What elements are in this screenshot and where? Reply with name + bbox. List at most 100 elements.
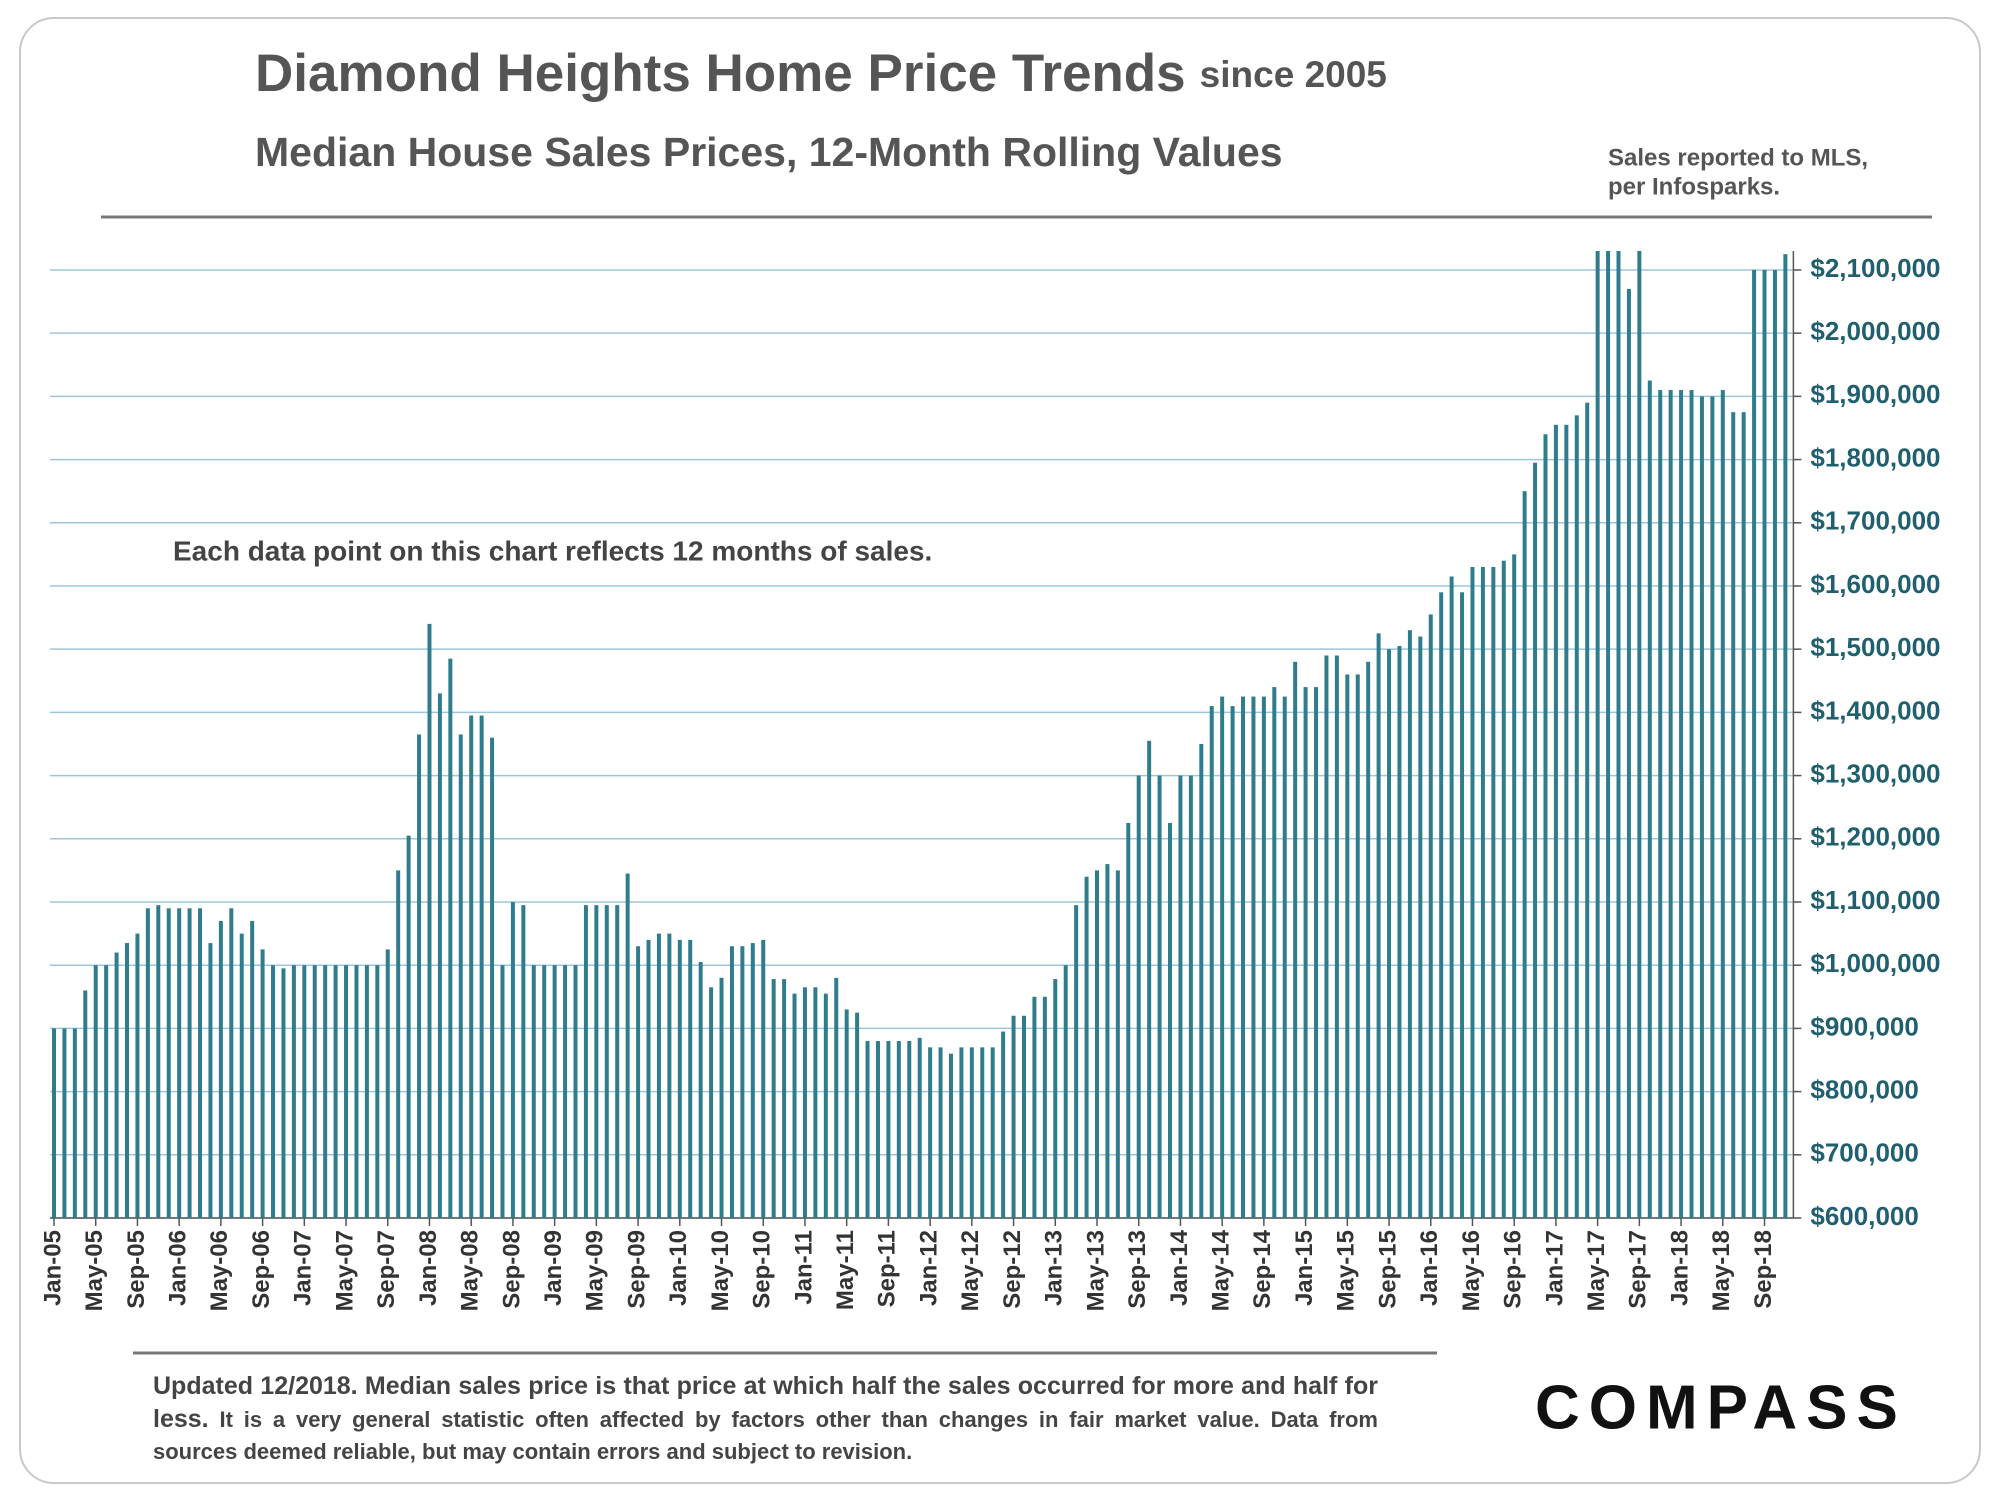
bar (1501, 560, 1506, 1218)
x-tick-label: May-18 (1708, 1230, 1735, 1311)
bar (344, 965, 349, 1218)
bar (782, 979, 787, 1218)
x-tick-label: Sep-10 (749, 1230, 776, 1309)
bar (364, 965, 369, 1218)
bar (1626, 288, 1631, 1218)
bar (938, 1047, 943, 1218)
bar (740, 946, 745, 1218)
bar (990, 1047, 995, 1218)
x-tick-label: Jan-14 (1166, 1229, 1193, 1306)
bar (917, 1037, 922, 1218)
bar (844, 1009, 849, 1218)
bar (771, 979, 776, 1218)
bar (448, 658, 453, 1218)
annotation: Each data point on this chart reflects 1… (173, 535, 932, 566)
x-tick-label: May-17 (1583, 1230, 1610, 1311)
bar (1282, 696, 1287, 1218)
bar (928, 1047, 933, 1218)
bar (354, 965, 359, 1218)
source: per Infosparks. (1608, 173, 1780, 200)
x-tick-label: Sep-06 (248, 1230, 275, 1309)
bar (667, 933, 672, 1218)
y-tick-label: $1,000,000 (1810, 948, 1940, 978)
bar (1731, 412, 1736, 1218)
logo: COMPASS (1535, 1373, 1907, 1442)
bar (1752, 269, 1757, 1218)
bar (1345, 674, 1350, 1218)
bar (1741, 412, 1746, 1218)
bar (135, 933, 140, 1218)
bar (1418, 636, 1423, 1218)
y-tick-label: $900,000 (1810, 1011, 1918, 1041)
bar (1157, 775, 1162, 1218)
bar (1512, 554, 1517, 1218)
bar (886, 1041, 891, 1218)
subtitle: Median House Sales Prices, 12-Month Roll… (255, 129, 1283, 175)
bar (1334, 655, 1339, 1218)
bar (250, 920, 255, 1218)
bar (1407, 630, 1412, 1218)
y-tick-label: $1,500,000 (1810, 632, 1940, 662)
y-tick-label: $1,700,000 (1810, 506, 1940, 536)
bar (1595, 251, 1600, 1218)
x-tick-label: May-16 (1458, 1230, 1485, 1311)
y-tick-label: $1,600,000 (1810, 569, 1940, 599)
bar (709, 987, 714, 1218)
bar (542, 965, 547, 1218)
bar (1324, 655, 1329, 1218)
bar (427, 623, 432, 1218)
bar (156, 905, 161, 1218)
bar (323, 965, 328, 1218)
bar (1543, 434, 1548, 1218)
bar (1772, 269, 1777, 1218)
bar (1063, 965, 1068, 1218)
bar (573, 965, 578, 1218)
footnote-text: Updated 12/2018. Median sales price is t… (153, 1372, 1378, 1433)
bar (1126, 822, 1131, 1218)
x-tick-label: Jan-18 (1666, 1230, 1693, 1306)
bar (1251, 696, 1256, 1218)
bar (636, 946, 641, 1218)
bar (1585, 402, 1590, 1218)
bar (1095, 870, 1099, 1218)
bar (385, 949, 390, 1218)
x-tick-label: Jan-15 (1291, 1230, 1318, 1306)
x-tick-label: Sep-09 (623, 1230, 650, 1309)
bar (1470, 567, 1475, 1218)
bar (177, 908, 182, 1218)
x-tick-label: Jan-09 (540, 1230, 567, 1306)
bar (1616, 251, 1621, 1218)
bar (83, 990, 88, 1218)
bar (187, 908, 192, 1218)
bar (1428, 614, 1433, 1218)
bar (688, 939, 693, 1218)
x-tick-label: Sep-13 (1124, 1230, 1151, 1309)
bar (1032, 996, 1037, 1218)
bar (1209, 706, 1214, 1218)
bar (302, 965, 307, 1218)
frame (19, 17, 1981, 1484)
bar (1397, 646, 1402, 1218)
bar (490, 737, 495, 1218)
x-tick-label: Jan-12 (915, 1230, 942, 1306)
bar (500, 965, 505, 1218)
bar (469, 715, 474, 1218)
bar (1522, 491, 1527, 1218)
bar (437, 693, 442, 1218)
bar (802, 987, 807, 1218)
bar (969, 1047, 974, 1218)
bar (417, 734, 422, 1218)
bar (104, 965, 109, 1218)
bar (406, 835, 411, 1218)
bar (375, 965, 380, 1218)
x-tick-label: Sep-18 (1750, 1230, 1777, 1309)
bar (166, 908, 171, 1218)
bar (823, 993, 828, 1218)
x-tick-label: Sep-12 (999, 1230, 1026, 1309)
bar (1647, 380, 1652, 1218)
x-tick-label: May-08 (457, 1230, 484, 1311)
bar (218, 920, 223, 1218)
x-tick-label: May-05 (81, 1230, 108, 1311)
y-tick-label: $600,000 (1810, 1201, 1918, 1231)
